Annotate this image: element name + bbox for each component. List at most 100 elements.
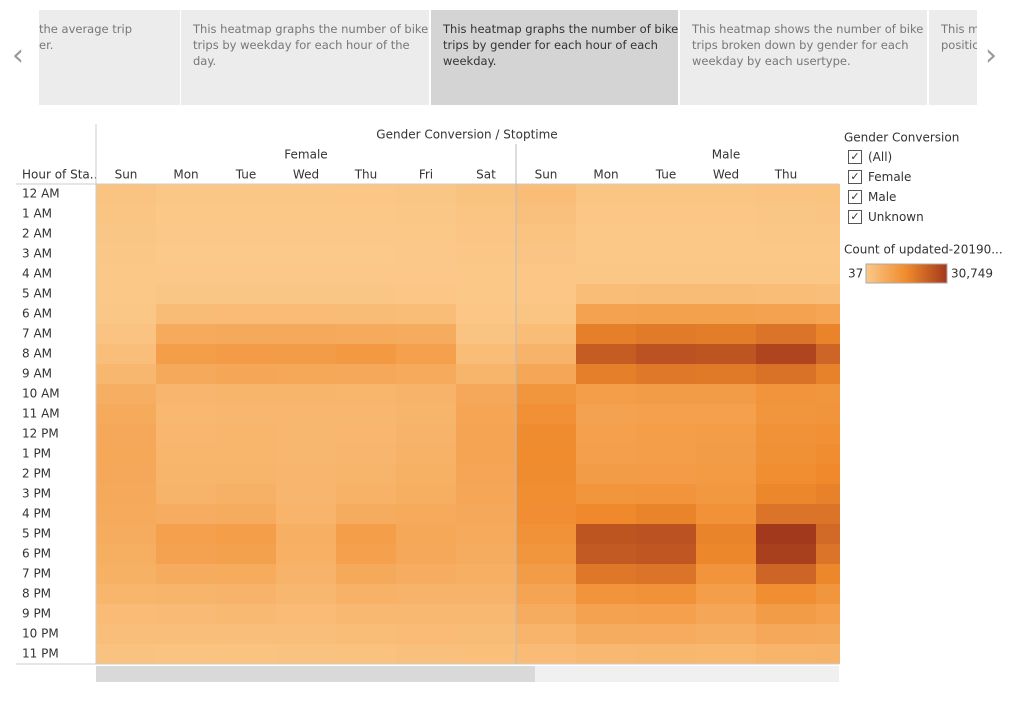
filter-option[interactable]: ✓ Female — [848, 169, 911, 185]
heat-cell — [396, 204, 456, 224]
heat-cell — [456, 364, 516, 384]
heat-cell — [696, 644, 756, 664]
y-tick-label: 4 PM — [22, 507, 51, 521]
heat-cell — [816, 244, 840, 264]
heat-cell — [516, 384, 576, 404]
heat-cell — [576, 324, 636, 344]
heat-cell — [456, 284, 516, 304]
heat-cell — [156, 244, 216, 264]
heat-cell — [816, 624, 840, 644]
heat-cell — [156, 624, 216, 644]
heat-cell — [816, 604, 840, 624]
heat-cell — [816, 284, 840, 304]
chart-title: Gender Conversion / Stoptime — [376, 128, 557, 142]
heat-cell — [516, 504, 576, 524]
x-tick-label: Mon — [593, 168, 618, 182]
heat-cell — [216, 364, 276, 384]
heat-cell — [456, 424, 516, 444]
heat-cell — [276, 364, 336, 384]
heat-cell — [216, 344, 276, 364]
y-tick-label: 6 AM — [22, 307, 52, 321]
heat-cell — [576, 364, 636, 384]
heat-cell — [276, 284, 336, 304]
heat-cell — [396, 264, 456, 284]
heat-cell — [576, 644, 636, 664]
heat-cell — [756, 484, 816, 504]
heat-cell — [696, 284, 756, 304]
heat-cell — [516, 564, 576, 584]
heat-cell — [696, 424, 756, 444]
checkbox[interactable]: ✓ — [848, 170, 862, 184]
heat-cell — [156, 444, 216, 464]
heat-cell — [816, 324, 840, 344]
heat-cell — [756, 204, 816, 224]
heat-cell — [696, 264, 756, 284]
story-text: weekday. — [443, 54, 497, 68]
heat-cell — [636, 544, 696, 564]
filter-option[interactable]: ✓ (All) — [848, 149, 892, 165]
x-tick-label: Thu — [774, 168, 798, 182]
story-text: er. — [39, 38, 54, 52]
scroll-thumb[interactable] — [96, 666, 535, 682]
heat-cell — [456, 644, 516, 664]
heat-cell — [156, 564, 216, 584]
heat-cell — [336, 224, 396, 244]
heat-cell — [396, 424, 456, 444]
heat-cell — [396, 444, 456, 464]
heat-cell — [216, 464, 276, 484]
heat-cell — [636, 644, 696, 664]
next-arrow[interactable]: › — [985, 38, 997, 73]
heat-cell — [216, 584, 276, 604]
legend-title: Count of updated-20190... — [844, 243, 1003, 257]
heat-cell — [96, 444, 156, 464]
heat-cell — [96, 584, 156, 604]
checkbox[interactable]: ✓ — [848, 190, 862, 204]
heat-cell — [216, 324, 276, 344]
heat-cell — [276, 464, 336, 484]
heat-cell — [816, 344, 840, 364]
story-point[interactable]: This mapositic — [929, 10, 977, 105]
story-point[interactable]: This heatmap shows the number of bike tri… — [680, 10, 927, 105]
heat-cell — [456, 444, 516, 464]
heat-cell — [516, 204, 576, 224]
heat-cell — [96, 284, 156, 304]
x-tick-label: Fri — [419, 168, 433, 182]
story-point[interactable]: This heatmap graphs the number of bike tr… — [431, 10, 678, 105]
heat-cell — [636, 224, 696, 244]
heat-cell — [396, 604, 456, 624]
heat-cell — [696, 364, 756, 384]
heat-cell — [636, 204, 696, 224]
option-label: Unknown — [868, 210, 924, 224]
heat-cell — [456, 384, 516, 404]
heat-cell — [216, 244, 276, 264]
story-point[interactable]: This heatmap graphs the number of bike tr… — [181, 10, 429, 105]
heat-cell — [396, 564, 456, 584]
heat-cell — [336, 484, 396, 504]
prev-arrow[interactable]: ‹ — [12, 38, 24, 73]
checkbox[interactable]: ✓ — [848, 210, 862, 224]
heat-cell — [516, 244, 576, 264]
heat-cell — [636, 464, 696, 484]
heat-cell — [156, 524, 216, 544]
y-tick-label: 12 AM — [22, 187, 60, 201]
heat-cell — [156, 264, 216, 284]
heat-cell — [276, 604, 336, 624]
heat-cell — [96, 184, 156, 204]
filter-option[interactable]: ✓ Male — [848, 189, 896, 205]
filter-option[interactable]: ✓ Unknown — [848, 209, 924, 225]
heat-cell — [456, 604, 516, 624]
heat-cell — [336, 584, 396, 604]
heat-cell — [576, 264, 636, 284]
heat-cell — [816, 364, 840, 384]
y-tick-label: 3 PM — [22, 487, 51, 501]
heat-cell — [396, 504, 456, 524]
heat-cell — [216, 404, 276, 424]
heat-cell — [276, 644, 336, 664]
heat-cell — [336, 424, 396, 444]
heat-cell — [456, 344, 516, 364]
checkbox[interactable]: ✓ — [848, 150, 862, 164]
heat-cell — [96, 504, 156, 524]
heat-cell — [696, 344, 756, 364]
story-point[interactable]: the average trip er. — [39, 10, 180, 105]
